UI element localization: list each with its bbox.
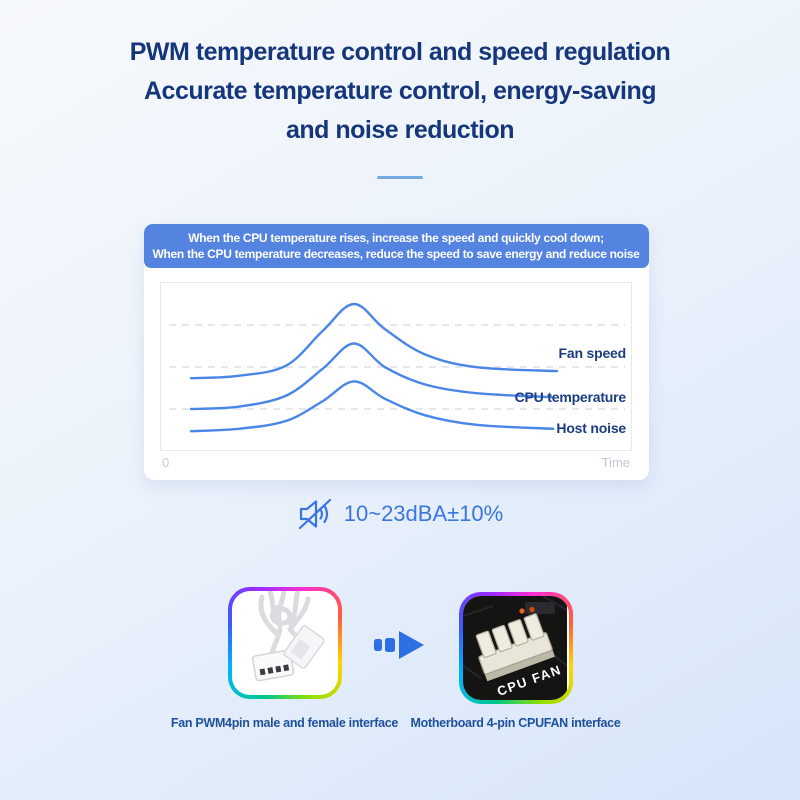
- rgb-frame-right: CPU FAN: [458, 592, 573, 704]
- banner-line-2: When the CPU temperature decreases, redu…: [152, 247, 640, 261]
- banner-line-1: When the CPU temperature rises, increase…: [188, 231, 604, 245]
- curve-label-fan-speed: Fan speed: [558, 345, 627, 361]
- fan-connector-caption: Fan PWM4pin male and female interface: [170, 716, 399, 730]
- motherboard-header-image: CPU FAN: [462, 596, 569, 700]
- x-axis-row: 0 Time: [160, 453, 632, 474]
- chart-plot: Fan speed CPU temperature Host noise: [160, 282, 632, 451]
- banner: When the CPU temperature rises, increase…: [143, 224, 649, 268]
- title-line-2: Accurate temperature control, energy-sav…: [144, 77, 657, 105]
- page-title: PWM temperature control and speed regula…: [0, 0, 800, 150]
- chart-card: When the CPU temperature rises, increase…: [143, 224, 649, 480]
- title-divider: [377, 176, 423, 179]
- interfaces-row: Fan PWM4pin male and female interface: [169, 587, 631, 730]
- right-arrow-icon: [374, 629, 426, 666]
- noise-spec-row: 10~23dBA±10%: [0, 497, 800, 531]
- motherboard-header-figure: CPU FAN Motherboard 4-pin CPUFAN interfa…: [400, 587, 631, 730]
- motherboard-header-caption: Motherboard 4-pin CPUFAN interface: [410, 716, 621, 730]
- cpufan-header-drawing: CPU FAN: [462, 596, 568, 700]
- curve-label-cpu-temperature: CPU temperature: [514, 389, 627, 405]
- title-line-1: PWM temperature control and speed regula…: [129, 38, 671, 66]
- muted-speaker-icon: [298, 498, 331, 530]
- x-axis-time-label: Time: [601, 455, 630, 470]
- fan-connector-image: [231, 591, 338, 695]
- x-axis-origin-label: 0: [162, 455, 170, 470]
- curves-chart: [169, 302, 625, 433]
- noise-spec-text: 10~23dBA±10%: [343, 501, 504, 526]
- curve-label-host-noise: Host noise: [556, 420, 626, 436]
- title-line-3: and noise reduction: [285, 116, 515, 144]
- rgb-frame-left: [227, 587, 342, 699]
- fan-connector-figure: Fan PWM4pin male and female interface: [169, 587, 400, 730]
- pwm-cable-drawing: [251, 591, 325, 682]
